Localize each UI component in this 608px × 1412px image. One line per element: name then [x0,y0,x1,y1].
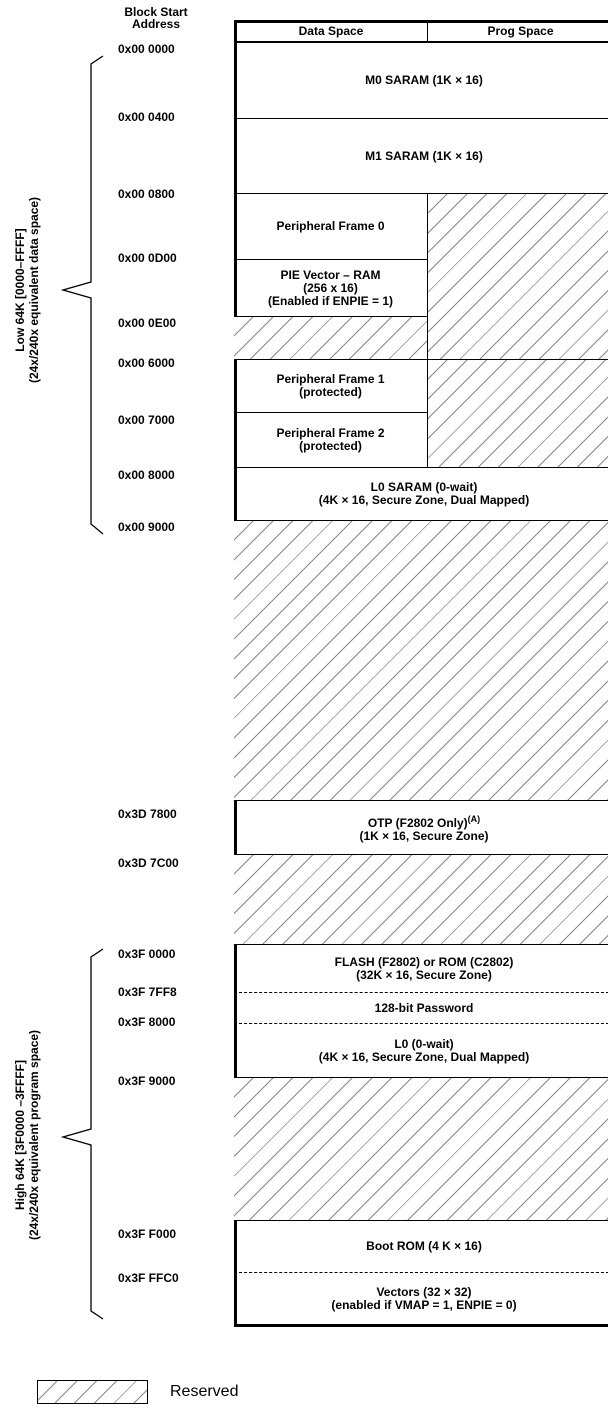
address-label: 0x3F 7FF8 [118,985,177,999]
reserved-block [234,854,608,944]
header-line-1: Block Start [124,5,188,19]
l0-saram-block: L0 SARAM (0-wait) (4K × 16, Secure Zone,… [234,467,608,520]
dashed-divider [234,992,608,993]
high-64k-brace [60,948,104,1320]
pie-vector-size: (256 x 16) [303,280,358,295]
otp-note: (1K × 16, Secure Zone) [359,828,489,843]
address-label: 0x00 0400 [118,110,175,124]
low-64k-label: Low 64K [0000–FFFF] (24x/240x equivalent… [13,140,41,440]
high-64k-subtitle: (24x/240x equivalent program space) [27,1029,41,1241]
address-label: 0x00 0800 [118,187,175,201]
reserved-block [234,1077,608,1220]
vectors-block: Vectors (32 × 32) (enabled if VMAP = 1, … [234,1273,608,1324]
address-label: 0x3D 7800 [118,807,177,821]
l0-saram-note: (4K × 16, Secure Zone, Dual Mapped) [318,493,530,507]
address-label: 0x00 7000 [118,413,175,427]
address-label: 0x00 9000 [118,520,175,534]
peripheral-frame-0-label: Peripheral Frame 0 [276,219,385,233]
flash-note: (32K × 16, Secure Zone) [356,967,492,982]
vectors-note: (enabled if VMAP = 1, ENPIE = 0) [331,1297,517,1312]
vectors-label: Vectors (32 × 32) [376,1284,472,1299]
peripheral-frame-1-label: Peripheral Frame 1 [276,372,385,386]
peripheral-frame-2-block: Peripheral Frame 2 (protected) [234,412,428,467]
flash-block: FLASH (F2802) or ROM (C2802) (32K × 16, … [234,944,608,992]
low-64k-title: Low 64K [0000–FFFF] [13,228,27,352]
flash-label: FLASH (F2802) or ROM (C2802) [334,954,514,969]
pie-vector-label: PIE Vector – RAM [280,267,381,282]
password-label: 128-bit Password [374,1000,474,1015]
l0-note: (4K × 16, Secure Zone, Dual Mapped) [318,1049,530,1064]
password-block: 128-bit Password [234,993,608,1023]
reserved-block [234,316,428,359]
l0-saram-label: L0 SARAM (0-wait) [370,480,478,494]
pie-vector-note: (Enabled if ENPIE = 1) [267,293,394,308]
m0-saram-label: M0 SARAM (1K × 16) [365,73,483,87]
boot-rom-block: Boot ROM (4 K × 16) [234,1220,608,1272]
reserved-block [428,193,608,359]
high-64k-label: High 64K [3F0000 –3FFFF] (24x/240x equiv… [13,985,41,1285]
address-label: 0x3F FFC0 [118,1271,179,1285]
address-label: 0x3F 8000 [118,1015,176,1029]
m1-saram-block: M1 SARAM (1K × 16) [234,118,608,193]
address-label: 0x00 0D00 [118,251,177,265]
peripheral-frame-1-block: Peripheral Frame 1 (protected) [234,359,428,412]
high-64k-title: High 64K [3F0000 –3FFFF] [13,1059,27,1211]
peripheral-frame-2-note: (protected) [299,439,362,453]
address-label: 0x00 6000 [118,356,175,370]
otp-label: OTP (F2802 Only)(A) [368,813,480,830]
l0-label: L0 (0-wait) [394,1036,454,1051]
reserved-block [428,359,608,467]
address-label: 0x3F 9000 [118,1074,176,1088]
dashed-divider [234,1023,608,1024]
address-label: 0x00 8000 [118,468,175,482]
m1-saram-label: M1 SARAM (1K × 16) [365,148,483,163]
low-64k-brace [60,55,104,535]
address-label: 0x00 0000 [118,42,175,56]
otp-footnote-marker: (A) [467,813,481,824]
address-label: 0x3F F000 [118,1227,177,1241]
peripheral-frame-1-note: (protected) [299,385,362,399]
otp-block: OTP (F2802 Only)(A) (1K × 16, Secure Zon… [234,800,608,854]
reserved-block [234,520,608,800]
peripheral-frame-0-block: Peripheral Frame 0 [234,193,428,259]
m0-saram-block: M0 SARAM (1K × 16) [234,42,608,118]
pie-vector-ram-block: PIE Vector – RAM (256 x 16) (Enabled if … [234,259,428,316]
block-start-address-header: Block Start Address [104,6,208,30]
header-line-2: Address [131,17,181,31]
address-label: 0x3D 7C00 [118,856,179,870]
reserved-legend-label: Reserved [170,1383,239,1400]
dashed-divider [234,1272,608,1273]
reserved-legend-swatch [37,1380,148,1404]
otp-label-text: OTP (F2802 Only) [367,815,468,830]
boot-rom-label: Boot ROM (4 K × 16) [366,1239,482,1253]
address-label: 0x00 0E00 [118,316,177,330]
low-64k-subtitle: (24x/240x equivalent data space) [27,196,41,384]
l0-block: L0 (0-wait) (4K × 16, Secure Zone, Dual … [234,1024,608,1077]
peripheral-frame-2-label: Peripheral Frame 2 [276,426,385,440]
address-label: 0x3F 0000 [118,947,176,961]
